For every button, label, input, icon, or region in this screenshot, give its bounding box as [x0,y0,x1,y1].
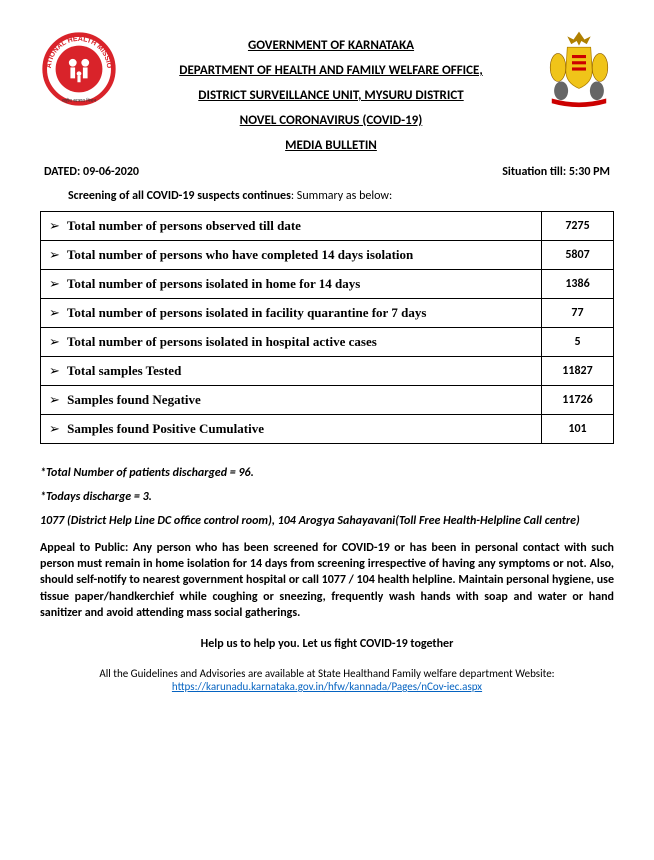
row-label: ➢ Samples found Positive Cumulative [41,415,542,444]
row-value: 77 [542,299,614,328]
intro-rest: : Summary as below: [291,189,392,203]
header: NATIONAL HEALTH MISSION राष्ट्रीय स्वास्… [40,30,614,163]
intro-bold: Screening of all COVID-19 suspects conti… [68,189,291,203]
footer-note: All the Guidelines and Advisories are av… [40,667,614,693]
row-label: ➢ Total number of persons isolated in ho… [41,328,542,357]
row-value: 11827 [542,357,614,386]
svg-text:राष्ट्रीय स्वास्थ्य मिशन: राष्ट्रीय स्वास्थ्य मिशन [62,97,96,103]
slogan-text: Help us to help you. Let us fight COVID-… [40,637,614,651]
footer-text: All the Guidelines and Advisories are av… [99,667,554,680]
note-today: *Todays discharge = 3. [40,490,614,504]
table-row: ➢ Total number of persons observed till … [41,212,614,241]
row-label: ➢ Total samples Tested [41,357,542,386]
summary-table: ➢ Total number of persons observed till … [40,211,614,444]
row-value: 11726 [542,386,614,415]
table-row: ➢ Total number of persons isolated in ho… [41,270,614,299]
table-row: ➢ Total number of persons who have compl… [41,241,614,270]
title-line-3: DISTRICT SURVEILLANCE UNIT, MYSURU DISTR… [118,88,544,103]
notes-block: *Total Number of patients discharged = 9… [40,466,614,504]
row-value: 5 [542,328,614,357]
note-discharged: *Total Number of patients discharged = 9… [40,466,614,480]
table-row: ➢ Samples found Negative11726 [41,386,614,415]
table-row: ➢ Total samples Tested11827 [41,357,614,386]
karnataka-emblem [544,30,614,108]
row-value: 101 [542,415,614,444]
row-label: ➢ Total number of persons isolated in fa… [41,299,542,328]
footer-link[interactable]: https://karunadu.karnataka.gov.in/hfw/ka… [172,680,482,693]
row-label: ➢ Total number of persons observed till … [41,212,542,241]
date-row: DATED: 09-06-2020 Situation till: 5:30 P… [40,165,614,179]
appeal-text: Appeal to Public: Any person who has bee… [40,540,614,621]
title-line-4: NOVEL CORONAVIRUS (COVID-19) [118,113,544,128]
nhm-logo: NATIONAL HEALTH MISSION राष्ट्रीय स्वास्… [40,30,118,108]
table-row: ➢ Samples found Positive Cumulative101 [41,415,614,444]
situation-label: Situation till: 5:30 PM [502,165,610,179]
row-value: 1386 [542,270,614,299]
title-block: GOVERNMENT OF KARNATAKA DEPARTMENT OF HE… [118,30,544,163]
title-line-1: GOVERNMENT OF KARNATAKA [118,38,544,53]
row-label: ➢ Samples found Negative [41,386,542,415]
table-row: ➢ Total number of persons isolated in ho… [41,328,614,357]
helpline-text: 1077 (District Help Line DC office contr… [40,514,614,528]
row-value: 5807 [542,241,614,270]
row-label: ➢ Total number of persons isolated in ho… [41,270,542,299]
title-line-2: DEPARTMENT OF HEALTH AND FAMILY WELFARE … [118,63,544,78]
document-page: NATIONAL HEALTH MISSION राष्ट्रीय स्वास्… [0,0,654,733]
row-value: 7275 [542,212,614,241]
dated-label: DATED: 09-06-2020 [44,165,139,179]
intro-line: Screening of all COVID-19 suspects conti… [40,189,614,203]
row-label: ➢ Total number of persons who have compl… [41,241,542,270]
table-row: ➢ Total number of persons isolated in fa… [41,299,614,328]
title-line-5: MEDIA BULLETIN [118,138,544,153]
